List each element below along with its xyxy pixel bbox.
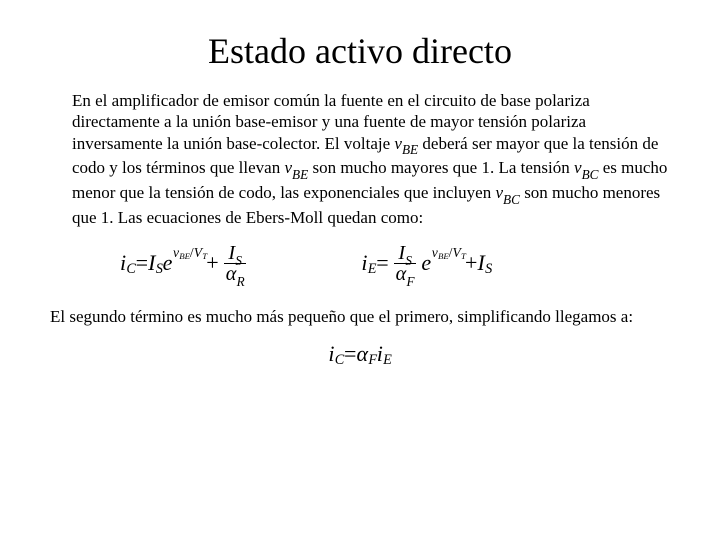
exp-V-1: V [194, 245, 202, 260]
exp-2: vBE/VT [432, 245, 466, 261]
vbc-sub2: BC [503, 192, 520, 207]
ie-sub: E [368, 261, 377, 278]
slide-title: Estado activo directo [50, 30, 670, 72]
is-1: I [148, 250, 155, 276]
equation-row-1: iC = IS evBE/VT + IS αR iE = IS αF evBE/… [50, 243, 670, 284]
eq-sign-2: = [376, 250, 388, 276]
var-vbe-2: vBE [284, 158, 308, 177]
ic-i: i [120, 250, 126, 276]
vbc-v: v [574, 158, 582, 177]
exp-v-2: v [432, 245, 438, 260]
vbc-v2: v [495, 183, 503, 202]
var-vbc-1: vBC [574, 158, 598, 177]
var-vbe-1: vBE [394, 134, 418, 153]
slide: Estado activo directo En el amplificador… [0, 0, 720, 540]
is-sub-2: S [235, 253, 242, 268]
is-sub-4: S [485, 261, 492, 278]
is-sub-1: S [156, 261, 163, 278]
plus-2: + [465, 250, 477, 276]
exp-vsub-2: BE [438, 251, 449, 261]
vbe-sub: BE [402, 142, 418, 157]
var-vbc-2: vBC [495, 183, 519, 202]
ic-sub: C [126, 261, 136, 278]
equation-ic-af-ie: iC = αF iE [328, 341, 391, 367]
exp-1: vBE/VT [173, 245, 207, 261]
vbc-sub: BC [582, 167, 599, 182]
vbe-v2: v [284, 158, 292, 177]
frac-num-2: IS [394, 243, 415, 264]
e-1: e [163, 250, 173, 276]
eq-sign-1: = [136, 250, 148, 276]
is-4: I [477, 250, 484, 276]
frac-is-ar: IS αR [222, 243, 249, 284]
frac-num-1: IS [224, 243, 245, 264]
ie2-sub: E [383, 352, 392, 369]
paragraph-1: En el amplificador de emisor común la fu… [50, 90, 670, 229]
ic2-i: i [328, 341, 334, 367]
p1-text-c: son mucho mayores que 1. La tensión [308, 158, 574, 177]
alpha-f2: α [356, 341, 368, 367]
af-sub: F [407, 274, 415, 289]
exp-vsub-1: BE [179, 251, 190, 261]
frac-is-af: IS αF [392, 243, 419, 284]
e-2: e [421, 250, 431, 276]
equation-ie: iE = IS αF evBE/VT + IS [361, 243, 492, 284]
paragraph-2: El segundo término es mucho más pequeño … [50, 306, 670, 327]
equation-row-2: iC = αF iE [50, 341, 670, 367]
eq-sign-3: = [344, 341, 356, 367]
exp-Vsub-1: T [202, 251, 207, 261]
ie2-i: i [377, 341, 383, 367]
vbe-v: v [394, 134, 402, 153]
ar-sub: R [237, 274, 245, 289]
af-sub2: F [368, 352, 377, 369]
vbe-sub2: BE [292, 167, 308, 182]
equation-ic: iC = IS evBE/VT + IS αR [120, 243, 251, 284]
ic2-sub: C [335, 352, 345, 369]
exp-V-2: V [452, 245, 460, 260]
exp-Vsub-2: T [461, 251, 466, 261]
ie-i: i [361, 250, 367, 276]
plus-1: + [206, 250, 218, 276]
is-sub-3: S [405, 253, 412, 268]
